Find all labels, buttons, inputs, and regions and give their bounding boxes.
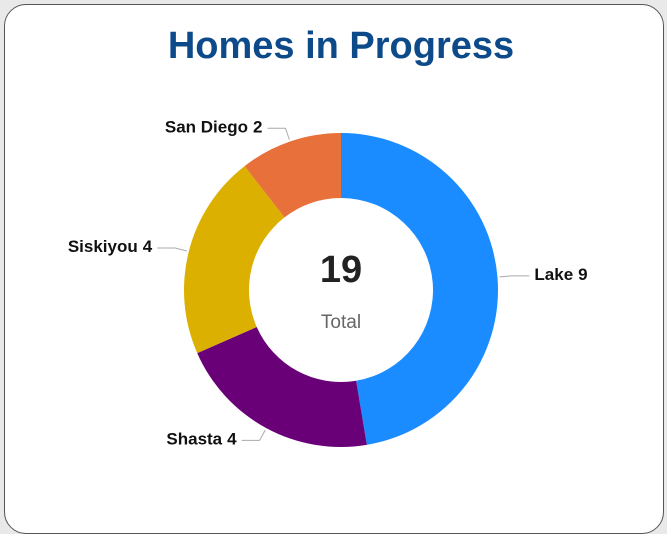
- label-name: Shasta: [166, 430, 222, 449]
- label-value: 4: [227, 430, 237, 449]
- data-label: Siskiyou 4: [68, 238, 153, 257]
- label-name: Siskiyou: [68, 238, 138, 257]
- label-name: San Diego: [165, 118, 248, 137]
- center-value: 19: [320, 249, 362, 291]
- data-label: Shasta 4: [166, 430, 237, 449]
- data-label: Lake 9: [534, 265, 587, 284]
- leader-line: [499, 275, 530, 278]
- chart-title: Homes in Progress: [168, 25, 514, 67]
- label-value: 4: [143, 238, 153, 257]
- page: {"chart_data": {"type": "donut", "title"…: [4, 4, 664, 534]
- donut-segment: [183, 166, 285, 354]
- donut-segment: [341, 133, 499, 445]
- donut-segment: [197, 326, 367, 447]
- leader-line: [241, 429, 266, 441]
- center-label: Total: [321, 312, 361, 333]
- label-value: 2: [253, 118, 262, 137]
- label-value: 9: [578, 265, 587, 284]
- label-name: Lake: [534, 265, 573, 284]
- data-label: San Diego 2: [165, 118, 263, 137]
- donut-segment: [244, 133, 341, 218]
- leader-line: [157, 247, 187, 252]
- leader-line: [267, 127, 290, 140]
